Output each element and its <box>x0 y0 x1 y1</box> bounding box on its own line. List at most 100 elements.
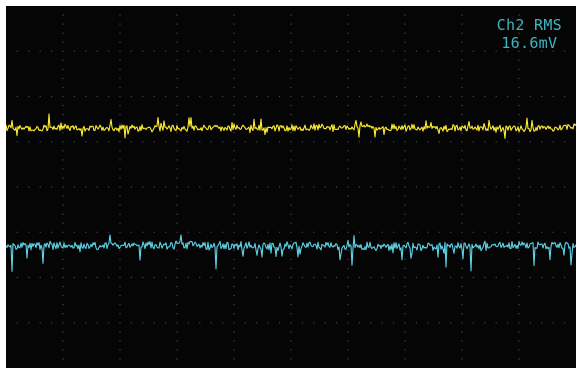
graticule-dot <box>495 276 497 279</box>
graticule-dot <box>119 141 121 143</box>
graticule-dot <box>256 231 258 233</box>
graticule-dot <box>62 195 64 197</box>
graticule-dot <box>142 231 144 233</box>
graticule-dot <box>187 231 190 233</box>
graticule-dot <box>518 285 520 288</box>
graticule-dot <box>153 50 155 52</box>
graticule-dot <box>347 113 349 116</box>
graticule-dot <box>461 50 463 52</box>
graticule-dot <box>404 59 406 61</box>
graticule-dot <box>506 95 509 98</box>
graticule-dot <box>176 95 178 98</box>
graticule-dot <box>347 14 349 16</box>
graticule-dot <box>347 23 349 25</box>
graticule-dot <box>313 95 315 98</box>
graticule-dot <box>164 186 167 188</box>
graticule-dot <box>472 95 475 98</box>
graticule-dot <box>347 222 349 224</box>
graticule-dot <box>176 23 178 25</box>
graticule-dot <box>518 150 520 152</box>
graticule-dot <box>256 322 258 324</box>
graticule-dot <box>392 276 395 279</box>
graticule-dot <box>210 231 212 233</box>
graticule-dot <box>176 104 178 107</box>
graticule-dot <box>62 313 64 315</box>
graticule-dot <box>119 195 121 197</box>
graticule-dot <box>142 141 144 143</box>
graticule-dot <box>107 322 110 324</box>
graticule-dot <box>427 276 429 279</box>
graticule-dot <box>415 186 418 188</box>
graticule-dot <box>461 285 463 288</box>
graticule-dot <box>233 141 235 143</box>
graticule-dot <box>313 186 315 188</box>
graticule-dot <box>119 276 121 279</box>
graticule-dot <box>290 123 292 125</box>
graticule-dot <box>290 32 292 34</box>
graticule-dot <box>518 294 520 297</box>
graticule-dot <box>233 177 235 179</box>
graticule-dot <box>119 59 121 61</box>
graticule-dot <box>529 276 532 279</box>
graticule-dot <box>347 77 349 80</box>
graticule-dot <box>472 276 475 279</box>
graticule-dot <box>199 276 201 279</box>
graticule-dot <box>290 68 292 71</box>
graticule-dot <box>518 177 520 179</box>
graticule-dot <box>290 358 292 360</box>
graticule-dot <box>176 113 178 116</box>
graticule-dot <box>290 240 292 242</box>
graticule-dot <box>347 322 349 324</box>
graticule-dot <box>392 141 395 143</box>
graticule-dot <box>62 322 64 324</box>
graticule-dot <box>404 285 406 288</box>
graticule-dot <box>313 50 315 52</box>
graticule-dot <box>518 304 520 306</box>
channel2-trace <box>6 234 576 272</box>
graticule-dot <box>267 186 269 188</box>
graticule-dot <box>176 168 178 170</box>
graticule-dot <box>438 322 440 324</box>
graticule-dot <box>370 276 372 279</box>
graticule-dot <box>404 77 406 80</box>
graticule-dot <box>461 77 463 80</box>
graticule-dot <box>392 95 395 98</box>
graticule-dot <box>347 204 349 206</box>
graticule-dot <box>506 50 509 52</box>
graticule-dot <box>244 95 247 98</box>
graticule-dot <box>107 50 110 52</box>
graticule-dot <box>39 186 41 188</box>
graticule-dot <box>461 340 463 342</box>
graticule-dot <box>518 195 520 197</box>
graticule-dot <box>187 141 190 143</box>
graticule-dot <box>518 213 520 215</box>
graticule-dot <box>347 132 349 134</box>
graticule-dot <box>404 41 406 43</box>
graticule-dot <box>449 231 452 233</box>
graticule-dot <box>244 276 247 279</box>
graticule-dot <box>290 304 292 306</box>
graticule-dot <box>164 50 167 52</box>
graticule-dot <box>347 86 349 89</box>
graticule-dot <box>164 95 167 98</box>
graticule-dot <box>142 276 144 279</box>
graticule-dot <box>256 50 258 52</box>
graticule-dot <box>187 322 190 324</box>
graticule-dot <box>199 141 201 143</box>
graticule-dot <box>324 276 326 279</box>
graticule-dot <box>427 50 429 52</box>
graticule-dot <box>552 231 554 233</box>
graticule-dot <box>427 186 429 188</box>
graticule-dot <box>39 322 41 324</box>
graticule-dot <box>176 304 178 306</box>
graticule-dot <box>461 123 463 125</box>
graticule-dot <box>119 86 121 89</box>
graticule-dot <box>176 59 178 61</box>
graticule-dot <box>73 95 76 98</box>
graticule-dot <box>518 95 520 98</box>
graticule-dot <box>62 104 64 107</box>
graticule-dot <box>233 349 235 351</box>
graticule-dot <box>290 50 292 52</box>
graticule-dot <box>176 14 178 16</box>
graticule-dot <box>563 95 566 98</box>
